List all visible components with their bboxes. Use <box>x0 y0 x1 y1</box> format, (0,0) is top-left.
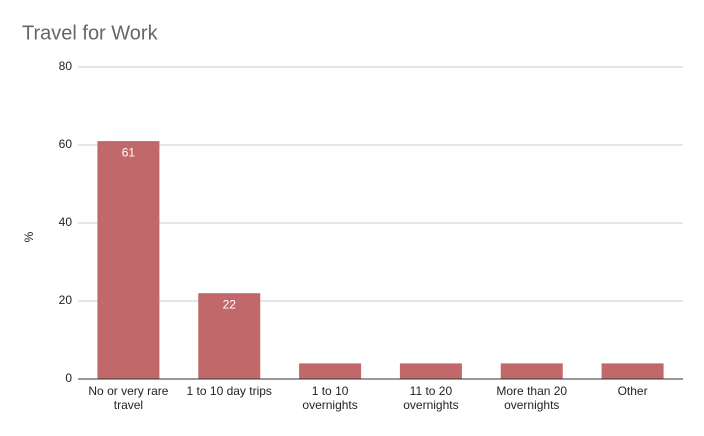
bar <box>198 293 261 379</box>
data-label: 22 <box>223 297 237 311</box>
chart-title: Travel for Work <box>22 22 159 44</box>
x-tick-label: 11 to 20 overnights <box>403 384 458 412</box>
x-tick-label: More than 20 overnights <box>496 384 567 412</box>
y-tick-label: 40 <box>59 215 73 229</box>
data-label: 61 <box>122 145 136 159</box>
x-tick-label: No or very rare travel <box>88 384 168 412</box>
x-tick-label: Other <box>618 384 648 398</box>
bar <box>299 363 362 379</box>
y-tick-label: 0 <box>65 371 72 385</box>
bar <box>399 363 462 379</box>
y-tick-label: 80 <box>59 59 73 73</box>
y-axis-label: % <box>22 231 36 242</box>
x-tick-label: 1 to 10 overnights <box>302 384 357 412</box>
bar <box>500 363 563 379</box>
y-tick-label: 20 <box>59 293 73 307</box>
x-tick-label: 1 to 10 day trips <box>187 384 272 398</box>
y-tick-label: 60 <box>59 137 73 151</box>
bar <box>97 141 160 379</box>
bar <box>601 363 664 379</box>
